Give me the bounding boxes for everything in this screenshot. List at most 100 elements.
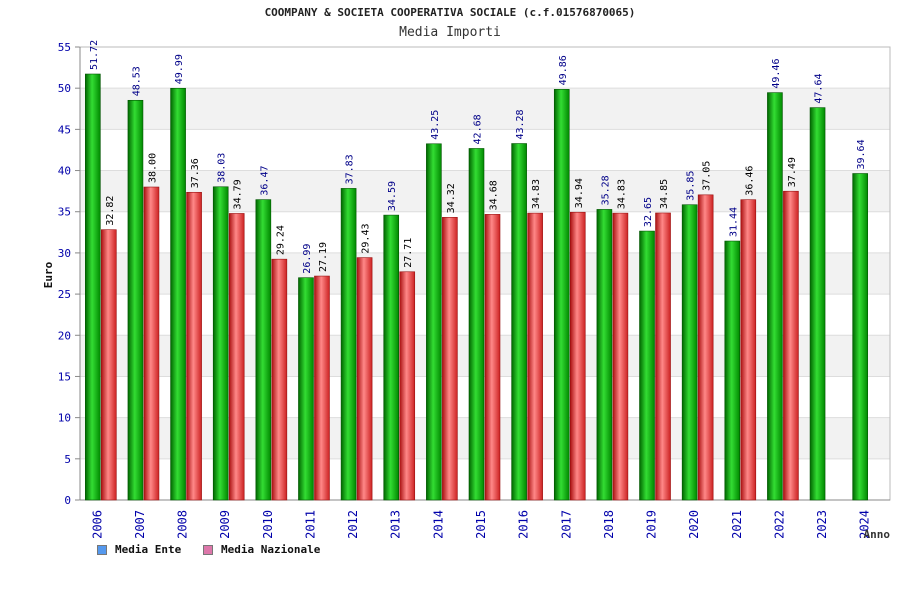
- legend-label-media-ente: Media Ente: [115, 543, 182, 556]
- x-tick-label: 2023: [815, 510, 829, 539]
- chart-subtitle: Media Importi: [399, 25, 501, 40]
- data-label-media-ente: 35.28: [600, 175, 611, 205]
- bar-media-nazionale: [101, 229, 117, 501]
- bar-media-nazionale: [783, 190, 799, 501]
- data-label-media-nazionale: 34.68: [489, 180, 500, 210]
- legend-label-media-nazionale: Media Nazionale: [221, 543, 321, 556]
- bar-media-ente: [724, 240, 741, 501]
- bar-media-nazionale: [314, 275, 330, 501]
- y-tick-label: 30: [58, 247, 71, 260]
- legend-item-media-nazionale: Media Nazionale: [203, 543, 320, 556]
- data-label-media-nazionale: 34.94: [574, 178, 585, 208]
- data-label-media-nazionale: 36.46: [744, 166, 755, 196]
- data-label-media-ente: 49.86: [558, 55, 569, 85]
- bar-layer: [85, 73, 868, 501]
- x-tick-label: 2012: [346, 510, 360, 539]
- data-label-media-ente: 48.53: [131, 66, 142, 96]
- bar-media-ente: [170, 87, 186, 501]
- y-tick-label: 5: [64, 453, 71, 466]
- x-tick-label: 2016: [517, 510, 531, 539]
- data-label-media-ente: 43.28: [515, 109, 526, 139]
- data-label-media-nazionale: 37.05: [702, 161, 713, 191]
- data-label-media-ente: 49.46: [771, 59, 782, 89]
- y-tick-label: 20: [58, 329, 71, 342]
- legend-item-media-ente: Media Ente: [97, 543, 181, 556]
- data-label-media-ente: 47.64: [814, 74, 825, 104]
- data-label-media-nazionale: 29.43: [361, 223, 372, 253]
- data-label-media-nazionale: 27.19: [318, 242, 329, 272]
- chart-title: COOMPANY & SOCIETA COOPERATIVA SOCIALE (…: [264, 6, 636, 19]
- x-tick-label: 2007: [133, 510, 147, 539]
- bar-media-nazionale: [484, 214, 501, 501]
- y-tick-label: 35: [58, 206, 71, 219]
- bar-media-ente: [596, 209, 613, 501]
- bar-media-ente: [298, 277, 314, 501]
- bar-media-nazionale: [527, 212, 543, 501]
- data-label-media-ente: 36.47: [259, 166, 270, 196]
- y-tick-label: 50: [58, 82, 71, 95]
- data-label-media-ente: 42.68: [473, 114, 484, 144]
- x-tick-label: 2009: [218, 510, 232, 539]
- y-tick-label: 10: [58, 412, 71, 425]
- x-tick-label: 2011: [303, 510, 317, 539]
- data-label-media-ente: 38.03: [217, 153, 228, 183]
- data-label-media-ente: 39.64: [856, 139, 867, 169]
- bar-media-ente: [639, 230, 655, 501]
- axis-layer: 0 5 10 15 20 25 30 35 40 45 50 55 2006 2007 2008 2009 20…: [58, 41, 891, 539]
- data-label-media-nazionale: 37.36: [190, 158, 201, 188]
- label-layer: 51.72 48.53 49.99 38.03 36.47 26.99 37.83 34.59…: [89, 40, 867, 274]
- bar-media-nazionale: [442, 217, 458, 501]
- bar-media-nazionale: [697, 194, 714, 501]
- data-label-media-ente: 26.99: [302, 244, 313, 274]
- data-label-media-nazionale: 34.32: [446, 183, 457, 213]
- data-label-media-ente: 51.72: [89, 40, 100, 70]
- bar-media-nazionale: [655, 212, 671, 501]
- bar-media-ente: [468, 148, 485, 501]
- bar-media-nazionale: [186, 191, 202, 501]
- bar-media-nazionale: [399, 271, 416, 501]
- bar-media-nazionale: [569, 211, 586, 501]
- bar-media-ente: [767, 92, 783, 501]
- x-tick-label: 2018: [602, 510, 616, 539]
- legend-swatch-media-ente: [97, 544, 107, 555]
- bar-media-ente: [127, 99, 144, 501]
- x-tick-label: 2020: [687, 510, 701, 539]
- bar-media-nazionale: [271, 258, 288, 501]
- legend-swatch-media-nazionale: [203, 544, 213, 555]
- x-tick-label: 2014: [431, 510, 445, 539]
- data-label-media-ente: 32.65: [643, 197, 654, 227]
- x-axis-label: Anno: [864, 528, 891, 541]
- x-tick-label: 2006: [90, 510, 104, 539]
- bar-media-ente: [383, 214, 400, 501]
- bar-media-ente: [809, 107, 826, 501]
- data-label-media-nazionale: 34.83: [531, 179, 542, 209]
- data-label-media-ente: 34.59: [387, 181, 398, 211]
- bar-media-ente: [852, 173, 868, 501]
- data-label-media-nazionale: 29.24: [275, 225, 286, 255]
- y-axis-label: Euro: [42, 261, 55, 288]
- x-tick-label: 2017: [559, 510, 573, 539]
- data-label-media-ente: 49.99: [174, 54, 185, 84]
- bar-media-ente: [212, 186, 229, 501]
- data-label-media-ente: 35.85: [686, 171, 697, 201]
- y-tick-label: 55: [58, 41, 71, 54]
- x-tick-label: 2021: [730, 510, 744, 539]
- x-tick-label: 2024: [858, 510, 872, 539]
- x-tick-label: 2015: [474, 510, 488, 539]
- bar-media-ente: [681, 204, 698, 501]
- bar-media-ente: [553, 89, 570, 501]
- bar-media-nazionale: [356, 257, 373, 501]
- data-label-media-nazionale: 34.85: [659, 179, 670, 209]
- bar-media-ente: [85, 73, 101, 501]
- bar-media-ente: [511, 143, 527, 501]
- data-label-media-nazionale: 34.79: [233, 179, 244, 209]
- bar-media-nazionale: [228, 213, 245, 501]
- bar-media-nazionale: [612, 212, 629, 501]
- x-tick-label: 2008: [176, 510, 190, 539]
- x-tick-label: 2010: [261, 510, 275, 539]
- y-tick-label: 45: [58, 123, 71, 136]
- y-tick-label: 0: [64, 494, 71, 507]
- bar-media-nazionale: [143, 186, 160, 501]
- y-tick-label: 15: [58, 370, 71, 383]
